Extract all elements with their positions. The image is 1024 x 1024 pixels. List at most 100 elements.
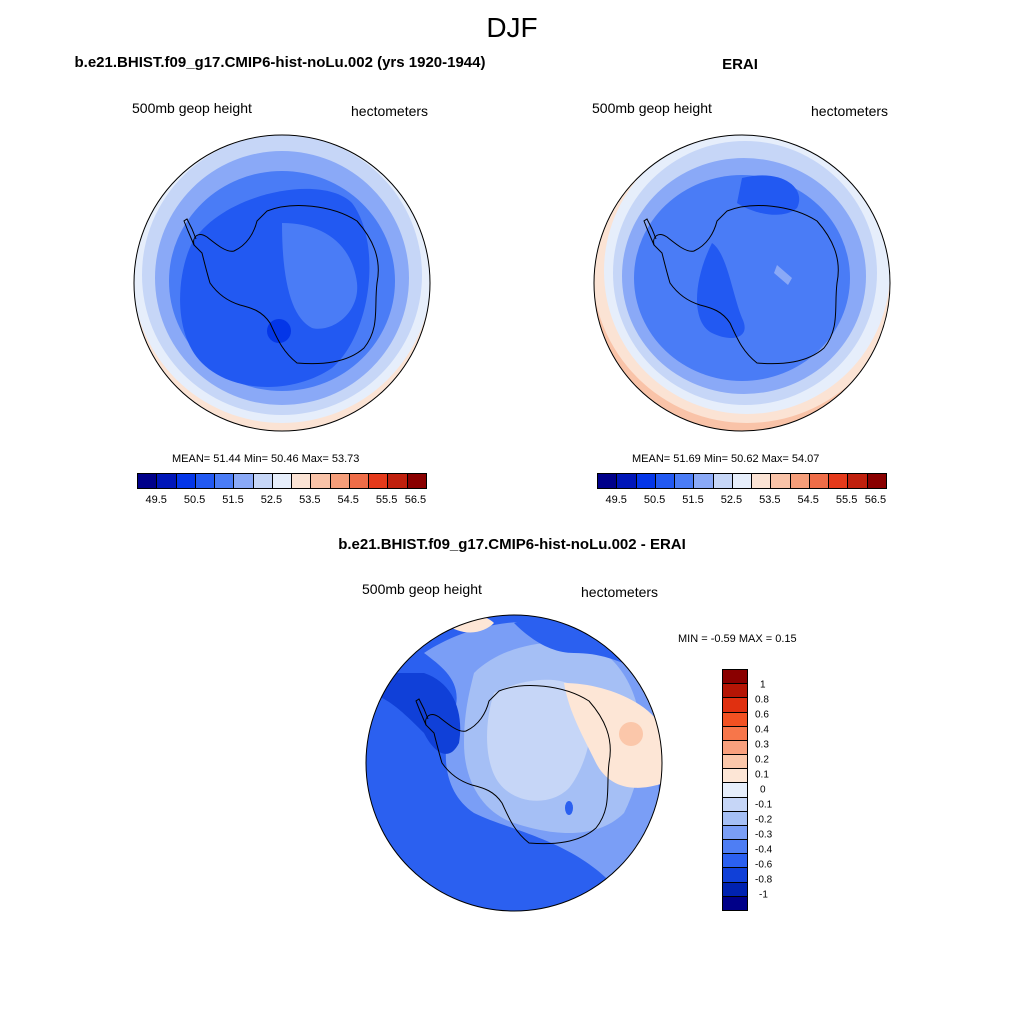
model-colorbar-tick-label: 50.5 xyxy=(183,494,206,506)
obs-colorbar-labels: 49.5 50.5 51.5 52.5 53.5 54.5 55.5 56.5 xyxy=(597,494,886,508)
diff-colorbar-tick-label: 0.3 xyxy=(755,739,769,751)
diff-colorbar-tick-label: -0.4 xyxy=(755,844,773,856)
diff-colorbar-swatch xyxy=(723,684,747,699)
figure-title: DJF xyxy=(486,12,538,43)
obs-colorbar-swatch xyxy=(848,474,868,488)
model-colorbar-swatch xyxy=(349,474,370,488)
diff-colorbar-tick-label: 1 xyxy=(760,679,766,691)
model-colorbar-swatch xyxy=(195,474,216,488)
diff-colorbar-labels: 1 0.8 0.6 0.4 0.3 0.2 0.1 0 -0.1 -0.2 -0… xyxy=(755,669,795,909)
diff-contour-fill xyxy=(514,618,644,673)
diff-colorbar-swatch xyxy=(723,783,747,798)
diff-contour-fill xyxy=(366,673,461,754)
obs-polar-map xyxy=(593,134,891,432)
obs-colorbar-tick-label: 55.5 xyxy=(835,494,858,506)
model-colorbar-swatch xyxy=(138,474,158,488)
model-colorbar-swatch xyxy=(292,474,312,488)
diff-colorbar-tick-label: 0.8 xyxy=(755,694,769,706)
obs-colorbar-tick-label: 54.5 xyxy=(797,494,819,506)
model-colorbar-swatch xyxy=(215,474,235,488)
model-colorbar-swatch xyxy=(157,474,177,488)
obs-colorbar-tick-label: 52.5 xyxy=(720,494,743,506)
diff-colorbar-swatch xyxy=(723,854,747,869)
diff-colorbar-swatch xyxy=(723,712,747,727)
obs-contour-fill xyxy=(634,175,850,381)
obs-colorbar-tick-label: 49.5 xyxy=(605,494,627,506)
diff-colorbar-tick-label: -0.3 xyxy=(755,829,773,841)
obs-colorbar-swatch xyxy=(732,474,753,488)
diff-variable-label: 500mb geop height xyxy=(362,581,482,597)
obs-contour-fill xyxy=(774,265,792,285)
diff-colorbar-tick-label: 0 xyxy=(760,784,766,796)
obs-colorbar-swatch xyxy=(867,474,886,488)
diff-units-label: hectometers xyxy=(581,584,659,600)
model-colorbar-tick-label: 52.5 xyxy=(260,494,283,506)
diff-colorbar-swatch xyxy=(723,726,747,741)
diff-colorbar-swatch xyxy=(723,840,747,855)
diff-contour-fill xyxy=(564,683,662,788)
obs-colorbar-swatch xyxy=(713,474,733,488)
diff-colorbar-swatch xyxy=(723,868,747,883)
diff-colorbar-tick-label: -1 xyxy=(759,889,768,901)
diff-colorbar-swatch xyxy=(723,811,747,826)
model-colorbar-swatch xyxy=(253,474,273,488)
model-polar-map xyxy=(133,134,431,432)
diff-colorbar-tick-label: -0.1 xyxy=(755,799,773,811)
obs-colorbar-swatch xyxy=(598,474,618,488)
diff-polar-map xyxy=(365,614,663,912)
obs-variable-label: 500mb geop height xyxy=(592,100,712,116)
obs-colorbar-swatch xyxy=(655,474,676,488)
model-colorbar-tick-label: 56.5 xyxy=(404,494,427,506)
obs-colorbar-swatch xyxy=(617,474,637,488)
obs-colorbar-tick-label: 51.5 xyxy=(682,494,704,506)
model-colorbar-swatch xyxy=(388,474,408,488)
obs-contour-fill xyxy=(697,243,745,338)
obs-colorbar-swatch xyxy=(752,474,772,488)
obs-colorbar xyxy=(597,473,887,489)
obs-contour-fill xyxy=(737,175,800,215)
obs-colorbar-swatch xyxy=(790,474,810,488)
obs-peninsula xyxy=(643,218,657,246)
model-colorbar-swatch xyxy=(272,474,293,488)
model-colorbar-labels: 49.5 50.5 51.5 52.5 53.5 54.5 55.5 56.5 xyxy=(137,494,427,508)
obs-colorbar-tick-label: 50.5 xyxy=(643,494,666,506)
diff-colorbar-swatch xyxy=(723,896,747,910)
diff-contour-fill xyxy=(487,679,592,801)
model-variable-label: 500mb geop height xyxy=(132,100,252,116)
model-colorbar-swatch xyxy=(369,474,389,488)
obs-colorbar-tick-label: 53.5 xyxy=(759,494,781,506)
diff-colorbar-tick-label: 0.2 xyxy=(755,754,769,766)
obs-colorbar-swatch xyxy=(694,474,714,488)
model-colorbar-tick-label: 54.5 xyxy=(337,494,359,506)
diff-colorbar-swatch xyxy=(723,740,747,756)
model-colorbar-swatch xyxy=(234,474,254,488)
model-colorbar-swatch xyxy=(176,474,196,488)
model-colorbar-tick-label: 55.5 xyxy=(375,494,398,506)
model-units-label: hectometers xyxy=(351,103,429,119)
obs-colorbar-swatch xyxy=(809,474,830,488)
model-colorbar-swatch xyxy=(407,474,426,488)
model-antarctica-coastline xyxy=(193,205,379,365)
diff-colorbar-tick-label: 0.4 xyxy=(755,724,769,736)
obs-antarctica-coastline xyxy=(653,205,839,365)
diff-colorbar xyxy=(722,669,748,911)
diff-contour-fill xyxy=(565,801,573,815)
diff-colorbar-tick-label: -0.2 xyxy=(755,814,773,826)
model-colorbar-tick-label: 49.5 xyxy=(145,494,167,506)
diff-colorbar-swatch xyxy=(723,882,747,897)
model-panel-title: b.e21.BHIST.f09_g17.CMIP6-hist-noLu.002 … xyxy=(74,54,486,71)
obs-panel-title: ERAI xyxy=(722,56,758,73)
model-peninsula xyxy=(183,218,197,246)
obs-stats: MEAN= 51.69 Min= 50.62 Max= 54.07 xyxy=(632,453,820,465)
obs-colorbar-swatch xyxy=(829,474,849,488)
model-colorbar-swatch xyxy=(311,474,331,488)
diff-colorbar-tick-label: -0.6 xyxy=(755,859,773,871)
model-contour-fill xyxy=(267,319,291,343)
diff-colorbar-tick-label: 0.6 xyxy=(755,709,769,721)
diff-colorbar-swatch xyxy=(723,755,747,770)
model-contour-fill xyxy=(282,223,358,329)
diff-antarctica-coastline xyxy=(425,685,611,845)
obs-colorbar-swatch xyxy=(636,474,656,488)
diff-colorbar-tick-label: 0.1 xyxy=(755,769,769,781)
diff-colorbar-swatch xyxy=(723,797,747,812)
